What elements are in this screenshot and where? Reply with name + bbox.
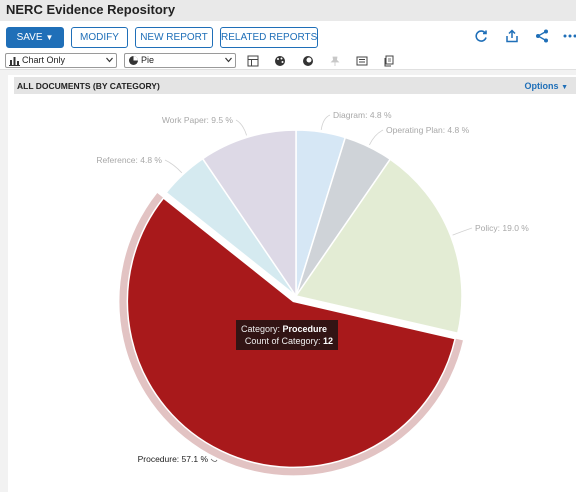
toolbar: SAVE ▼ MODIFY NEW REPORT RELATED REPORTS: [0, 21, 576, 52]
chevron-down-icon: ▼: [45, 33, 54, 42]
share-icon[interactable]: [534, 28, 550, 44]
slice-label-work-paper: Work Paper: 9.5 %: [162, 115, 234, 125]
section-title: ALL DOCUMENTS (BY CATEGORY): [17, 81, 160, 91]
options-label: Options: [524, 81, 559, 91]
slice-label-policy: Policy: 19.0 %: [475, 223, 529, 233]
slice-label-diagram: Diagram: 4.8 %: [333, 110, 392, 120]
save-button-label: SAVE: [16, 32, 43, 43]
save-button[interactable]: SAVE ▼: [6, 27, 64, 48]
app-title: NERC Evidence Repository: [6, 2, 176, 17]
leader-line-work-paper: [235, 119, 247, 136]
modify-button[interactable]: MODIFY: [71, 27, 128, 48]
share-upload-icon[interactable]: [504, 28, 520, 44]
chart-controls-bar: Chart Only Pie: [0, 52, 576, 70]
pin-icon[interactable]: [329, 55, 341, 67]
data-table-icon[interactable]: [247, 55, 259, 67]
tooltip-count-label: Count of Category:: [244, 336, 321, 346]
legend-icon[interactable]: [356, 55, 368, 67]
chart-type-select[interactable]: Pie: [124, 53, 236, 68]
chart-type-select-value: Pie: [141, 55, 155, 65]
pie-slice-policy[interactable]: [294, 158, 463, 335]
pie-slice-work-paper[interactable]: [201, 129, 297, 299]
contrast-icon[interactable]: [302, 55, 314, 67]
copy-icon[interactable]: [383, 55, 395, 67]
options-menu[interactable]: Options ▼: [525, 81, 568, 91]
pie-chart-icon: [129, 56, 138, 65]
slice-label-procedure: Procedure: 57.1 %: [138, 454, 209, 464]
slice-label-operating-plan: Operating Plan: 4.8 %: [386, 125, 470, 135]
chevron-down-icon: [106, 57, 113, 63]
bar-chart-icon: [9, 57, 20, 66]
title-bar: NERC Evidence Repository: [0, 0, 576, 21]
related-reports-button-label: RELATED REPORTS: [221, 32, 318, 43]
new-report-button[interactable]: NEW REPORT: [135, 27, 213, 48]
tooltip-count-value: 12: [322, 336, 333, 346]
section-header: ALL DOCUMENTS (BY CATEGORY) Options ▼: [14, 77, 576, 94]
refresh-icon[interactable]: [473, 28, 489, 44]
leader-line-reference: [164, 159, 183, 174]
palette-icon[interactable]: [274, 55, 286, 67]
leader-line-diagram: [320, 114, 331, 130]
leader-line-policy: [452, 227, 473, 236]
view-select[interactable]: Chart Only: [5, 53, 117, 68]
tooltip-category-value: Procedure: [282, 324, 328, 334]
related-reports-button[interactable]: RELATED REPORTS: [220, 27, 318, 48]
chart-tooltip: Category: Procedure Count of Category: 1…: [236, 320, 338, 350]
slice-label-reference: Reference: 4.8 %: [96, 155, 162, 165]
new-report-button-label: NEW REPORT: [140, 32, 208, 43]
more-icon[interactable]: [562, 28, 576, 44]
tooltip-category-label: Category:: [241, 324, 281, 334]
chevron-down-icon: [225, 57, 232, 63]
chevron-down-icon: ▼: [561, 84, 568, 91]
modify-button-label: MODIFY: [80, 32, 119, 43]
view-select-value: Chart Only: [22, 55, 66, 65]
leader-line-procedure: [210, 458, 218, 462]
leader-line-operating-plan: [369, 129, 384, 146]
